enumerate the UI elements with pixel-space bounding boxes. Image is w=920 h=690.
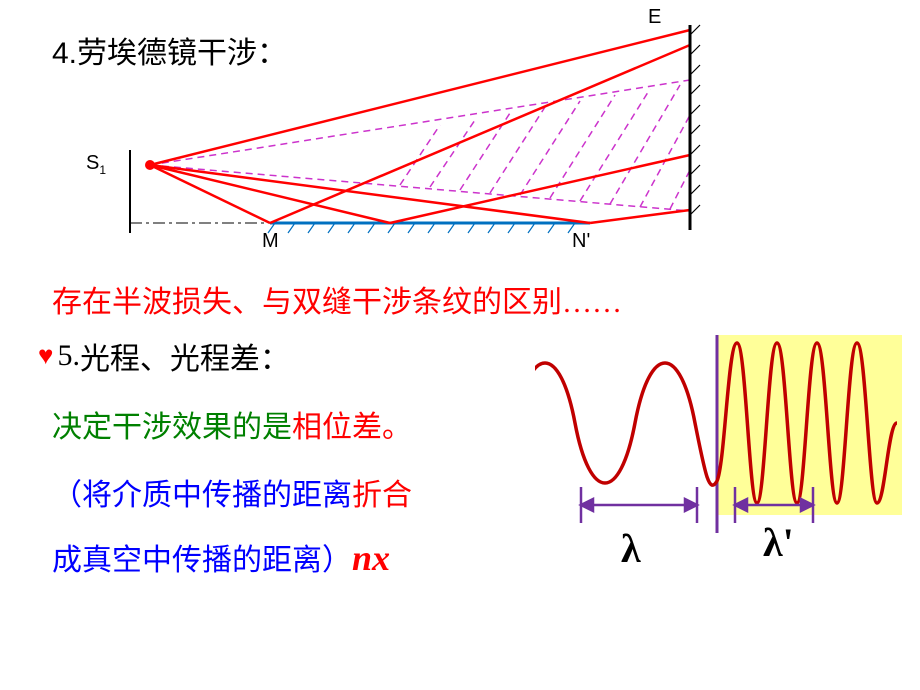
half-wave-loss-text: 存在半波损失、与双缝干涉条纹的区别…… — [52, 277, 622, 321]
heart-icon: ♥ — [38, 341, 53, 371]
label-n: N' — [572, 230, 590, 253]
title-4-num: 4. — [52, 37, 77, 71]
section-5-title: ♥ 5. 光程、光程差： — [38, 334, 290, 378]
label-e: E — [648, 6, 661, 29]
title-5-num: 5. — [57, 339, 80, 373]
lloyd-mirror-diagram — [90, 15, 720, 245]
label-s1: S1 — [86, 152, 106, 177]
optical-path-text-1: （将介质中传播的距离折合 — [52, 470, 412, 514]
label-m: M — [262, 230, 279, 253]
wave-diagram: λ λ' — [535, 335, 905, 585]
lambda-prime-symbol: λ' — [763, 519, 794, 566]
lambda-symbol: λ — [621, 525, 641, 572]
optical-path-text-2: 成真空中传播的距离）nx — [52, 535, 390, 579]
title-5-text: 光程、光程差： — [80, 334, 290, 378]
phase-difference-text: 决定干涉效果的是相位差。 — [52, 402, 412, 446]
